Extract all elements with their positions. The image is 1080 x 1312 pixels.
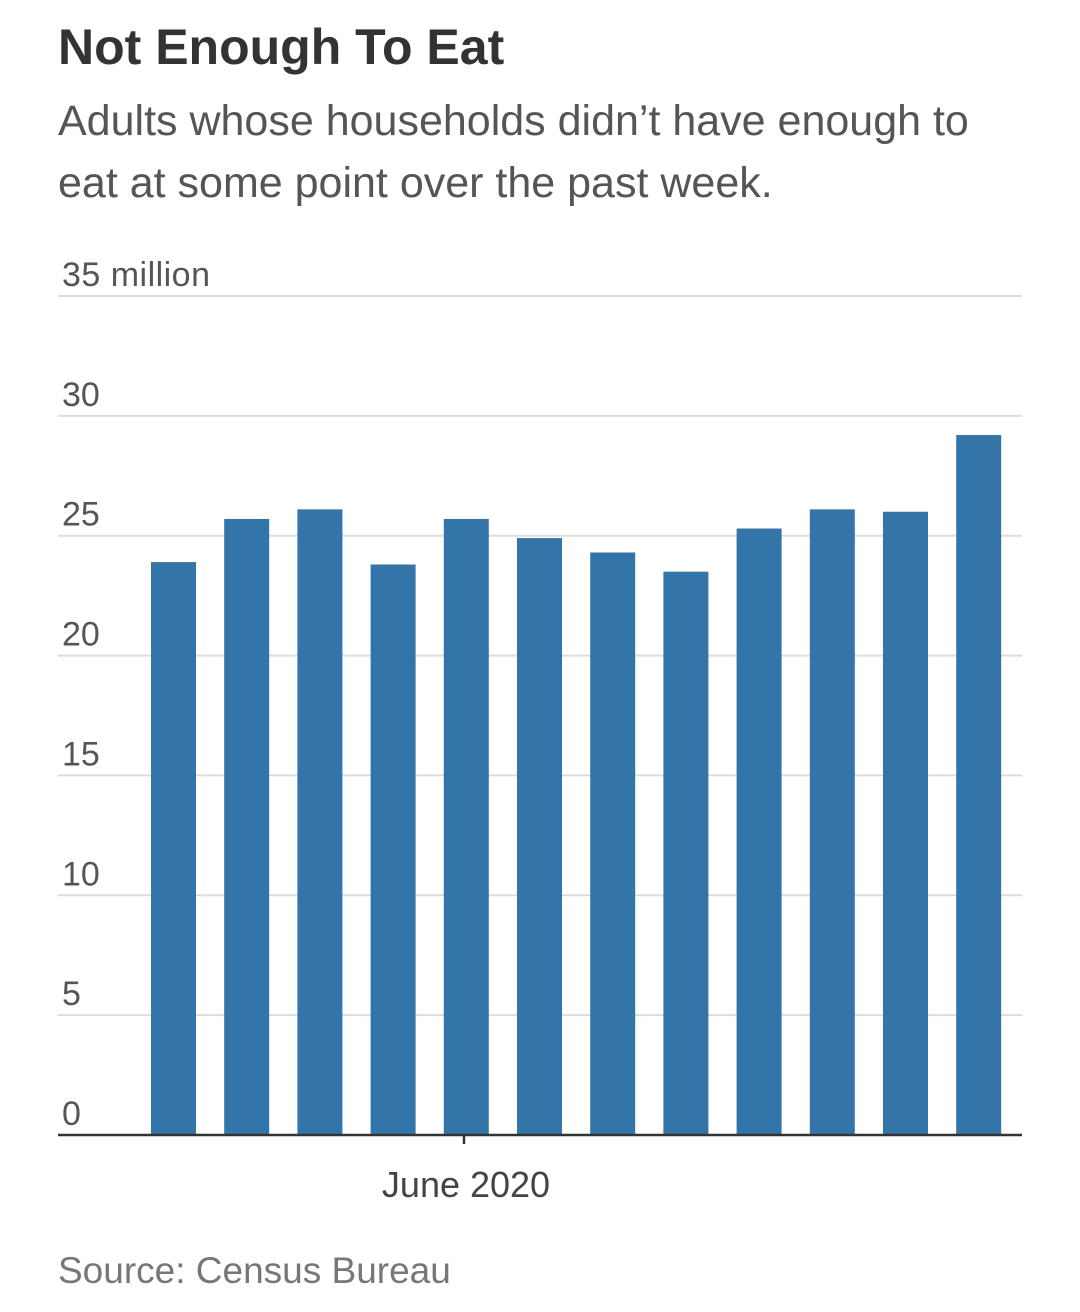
y-tick-label: 0 — [62, 1095, 81, 1133]
y-tick-label: 35 million — [62, 256, 210, 294]
y-tick-label: 20 — [62, 616, 100, 654]
bar-chart: 0 5 10 15 20 25 30 35 million June 2020 — [58, 256, 1022, 1205]
bar — [883, 511, 928, 1135]
bar — [370, 564, 416, 1135]
chart-title: Not Enough To Eat — [58, 19, 505, 75]
y-tick-label: 25 — [62, 496, 100, 534]
bar — [590, 552, 636, 1135]
y-tick-label: 10 — [62, 855, 100, 893]
bar — [297, 509, 343, 1135]
bar — [151, 562, 196, 1135]
bar — [956, 435, 1002, 1135]
y-tick-label: 5 — [62, 975, 81, 1013]
chart-subtitle: Adults whose households didn’t have enou… — [58, 97, 969, 207]
bar — [443, 518, 489, 1135]
bar — [517, 538, 562, 1135]
x-tick-label: June 2020 — [382, 1164, 550, 1205]
bar — [736, 528, 782, 1135]
source-note: Source: Census Bureau — [58, 1250, 451, 1291]
bar — [224, 518, 270, 1135]
y-tick-label: 15 — [62, 735, 100, 773]
bar — [663, 571, 709, 1135]
y-tick-label: 30 — [62, 376, 100, 414]
bar — [809, 509, 855, 1135]
